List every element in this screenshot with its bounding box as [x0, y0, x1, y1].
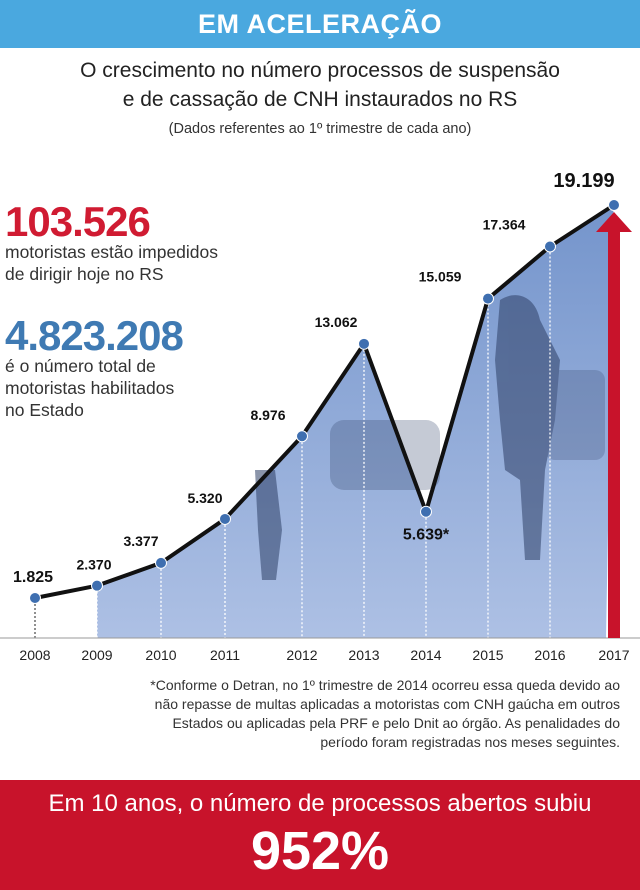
blocked-drivers-value: 103.526: [5, 198, 151, 245]
summary-text: Em 10 anos, o número de processos aberto…: [48, 790, 592, 817]
data-point-2016: [544, 240, 556, 253]
car-silhouette-right: [545, 370, 605, 460]
footnote: *Conforme o Detran, no 1º trimestre de 2…: [60, 676, 620, 752]
line-chart: 1.825 2.370 3.377 5.320 8.976 13.062 5.639* 15.…: [0, 170, 640, 663]
data-point-2015: [482, 292, 494, 305]
value-label-2015: 15.059: [419, 269, 462, 285]
officer-silhouette: [495, 295, 560, 560]
data-point-2017: [608, 199, 620, 211]
year-label-2008: 2008: [19, 647, 50, 663]
licensed-drivers-description: é o número total de motoristas habilitad…: [5, 355, 205, 421]
value-label-2008: 1.825: [13, 569, 53, 586]
licensed-drivers-line2: motoristas habilitados: [5, 378, 175, 398]
blocked-drivers-line2: de dirigir hoje no RS: [5, 264, 164, 284]
summary-box: Em 10 anos, o número de processos aberto…: [0, 780, 640, 890]
banner-title: EM ACELERAÇÃO: [197, 8, 442, 39]
value-label-2014: 5.639*: [403, 527, 450, 544]
footnote-line1: *Conforme o Detran, no 1º trimestre de 2…: [150, 677, 620, 693]
series-line: [34, 203, 616, 600]
chart-title-line1: O crescimento no número processos de sus…: [80, 59, 560, 82]
year-label-2014: 2014: [410, 647, 441, 663]
year-label-2015: 2015: [472, 647, 503, 663]
year-label-2009: 2009: [81, 647, 112, 663]
person-silhouette: [255, 470, 282, 580]
chart-title-line2: e de cassação de CNH instaurados no RS: [122, 88, 518, 111]
blocked-drivers-line1: motoristas estão impedidos: [5, 242, 219, 262]
year-label-2013: 2013: [348, 647, 379, 663]
data-point-2014: [420, 505, 432, 518]
data-point-2011: [219, 512, 231, 525]
licensed-drivers-line3: no Estado: [5, 400, 84, 420]
value-label-2016: 17.364: [483, 217, 526, 233]
data-point-2009: [91, 579, 103, 592]
year-label-2012: 2012: [286, 647, 317, 663]
growth-arrow: [608, 228, 620, 638]
year-labels: 2008 2009 2010 2011 2012 2013 2014 2015 2016 2017: [19, 647, 629, 663]
value-labels: 1.825 2.370 3.377 5.320 8.976 13.062 5.639* 15.…: [13, 170, 615, 586]
value-label-2013: 13.062: [315, 314, 358, 330]
growth-arrow-head: [596, 212, 632, 232]
chart-title: O crescimento no número processos de sus…: [0, 56, 640, 114]
value-label-2009: 2.370: [76, 557, 111, 573]
footnote-line3: Estados ou aplicadas pela PRF e pelo Dni…: [172, 715, 620, 731]
data-point-2008: [29, 592, 41, 604]
car-silhouette: [330, 420, 440, 490]
chart-subtitle: (Dados referentes ao 1º trimestre de cad…: [168, 121, 472, 137]
licensed-drivers-value: 4.823.208: [5, 312, 184, 359]
footnote-line2: não repasse de multas aplicadas a motori…: [154, 696, 620, 712]
year-label-2017: 2017: [598, 647, 629, 663]
data-points: [29, 199, 620, 604]
licensed-drivers-line1: é o número total de: [5, 356, 156, 376]
year-label-2016: 2016: [534, 647, 565, 663]
summary-percent: 952%: [250, 821, 390, 881]
value-label-2011: 5.320: [187, 490, 222, 506]
value-label-2012: 8.976: [250, 407, 285, 423]
value-label-2010: 3.377: [123, 533, 158, 549]
data-point-2013: [358, 337, 370, 350]
footnote-line4: período foram registradas nos meses segu…: [320, 734, 620, 750]
year-label-2010: 2010: [145, 647, 176, 663]
year-label-2011: 2011: [210, 647, 240, 663]
blocked-drivers-description: motoristas estão impedidos de dirigir ho…: [5, 241, 255, 285]
data-point-2012: [296, 430, 308, 443]
header-banner: EM ACELERAÇÃO: [0, 0, 640, 48]
data-point-2010: [155, 556, 167, 569]
value-label-2017: 19.199: [553, 170, 614, 192]
